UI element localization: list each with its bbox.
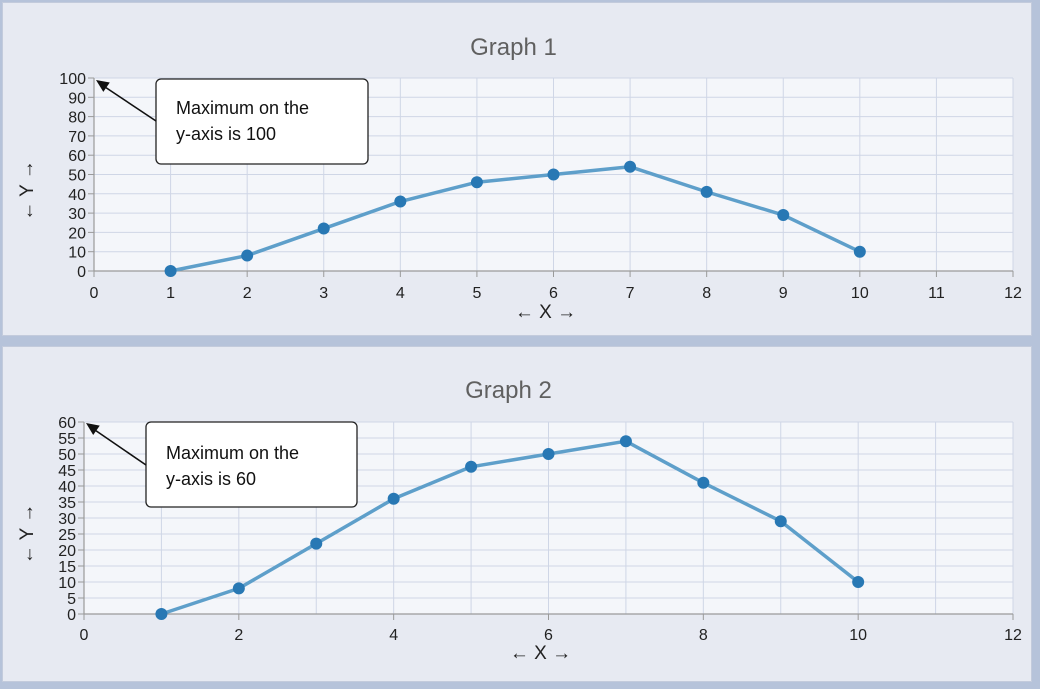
y-tick-label: 40	[68, 187, 86, 204]
callout-arrow-line	[101, 84, 157, 122]
y-tick-label: 45	[58, 463, 76, 480]
x-tick-label: 12	[1004, 627, 1022, 644]
y-tick-label: 5	[67, 591, 76, 608]
data-point	[155, 608, 168, 620]
y-tick-label: 60	[68, 148, 86, 165]
x-tick-label: 12	[1004, 285, 1022, 302]
x-tick-label: 0	[80, 627, 89, 644]
x-tick-label: 10	[849, 627, 867, 644]
callout-box	[145, 421, 358, 508]
data-point	[547, 168, 560, 181]
y-axis-label: ← Y →	[17, 504, 38, 565]
x-tick-label: 6	[549, 285, 558, 302]
callout-arrow-line	[91, 427, 147, 466]
y-tick-label: 50	[68, 168, 86, 185]
graph-2-title: Graph 2	[465, 377, 552, 404]
y-tick-label: 80	[68, 110, 86, 127]
y-tick-label: 15	[58, 559, 76, 576]
data-point	[241, 249, 254, 262]
data-point	[624, 160, 637, 173]
x-axis-label: ← X →	[515, 302, 576, 323]
data-point	[619, 435, 632, 448]
y-tick-label: 20	[68, 225, 86, 242]
y-tick-label: 0	[67, 607, 76, 624]
x-tick-label: 11	[928, 285, 945, 302]
data-point	[700, 185, 713, 198]
y-tick-label: 40	[58, 479, 76, 496]
callout-text-line-2: y-axis is 60	[166, 469, 256, 489]
y-tick-label: 25	[58, 527, 76, 544]
y-tick-label: 50	[58, 447, 76, 464]
y-tick-label: 35	[58, 495, 76, 512]
x-tick-label: 8	[702, 285, 711, 302]
x-tick-label: 2	[243, 285, 252, 302]
x-tick-label: 2	[234, 627, 243, 644]
x-tick-label: 3	[319, 285, 328, 302]
data-point	[387, 492, 400, 505]
y-tick-label: 10	[68, 245, 86, 262]
x-tick-label: 9	[779, 285, 788, 302]
callout-box	[155, 78, 369, 165]
callout-text-line-1: Maximum on the	[176, 98, 309, 118]
callout-text-line-2: y-axis is 100	[176, 124, 276, 144]
data-point	[310, 537, 323, 550]
callout-arrow-head	[86, 423, 100, 436]
callout-arrow-head	[96, 80, 110, 92]
callout-text-line-1: Maximum on the	[166, 443, 299, 463]
x-tick-label: 4	[389, 627, 398, 644]
data-point	[470, 176, 483, 189]
x-axis-label: ← X →	[510, 643, 571, 664]
series-line	[170, 165, 861, 273]
x-tick-label: 7	[626, 285, 635, 302]
y-tick-label: 70	[68, 129, 86, 146]
graph-1-title: Graph 1	[470, 34, 557, 61]
graph-1-panel: 0 1 2 3 4 5 6 7 8 9 10 11 12 0 10 20 30 40 50 60 70 80 90 100 Gr…	[2, 2, 1032, 336]
y-tick-label: 60	[58, 415, 76, 432]
data-point	[317, 222, 330, 235]
data-point	[853, 245, 866, 258]
y-tick-label: 10	[58, 575, 76, 592]
x-tick-label: 6	[544, 627, 553, 644]
graph-1-svg: 0 1 2 3 4 5 6 7 8 9 10 11 120102030405060708090100Gr…	[17, 34, 1022, 323]
y-tick-label: 30	[68, 206, 86, 223]
y-axis-label: ← Y →	[17, 160, 38, 221]
x-tick-label: 1	[166, 285, 175, 302]
y-tick-label: 55	[58, 431, 76, 448]
x-tick-label: 0	[90, 285, 99, 302]
data-point	[394, 195, 407, 208]
y-tick-label: 30	[58, 511, 76, 528]
data-point	[465, 460, 478, 473]
data-point	[164, 265, 177, 277]
data-point	[697, 476, 710, 489]
x-tick-label: 8	[699, 627, 708, 644]
x-tick-label: 4	[396, 285, 405, 302]
data-point	[852, 576, 865, 588]
series-line	[160, 439, 860, 616]
y-tick-label: 20	[58, 543, 76, 560]
y-tick-label: 0	[77, 264, 86, 281]
data-point	[232, 582, 245, 595]
y-tick-label: 100	[59, 71, 86, 88]
data-point	[777, 209, 790, 222]
data-point	[542, 448, 555, 460]
x-tick-label: 5	[472, 285, 481, 302]
data-point	[774, 515, 787, 528]
y-tick-label: 90	[68, 90, 86, 107]
x-tick-label: 10	[851, 285, 869, 302]
graph-2-panel: 0 2 4 6 8 10 12 0 5 10 15 20 25 30 35 40 45 50 55 60 Graph 2…	[2, 346, 1032, 682]
